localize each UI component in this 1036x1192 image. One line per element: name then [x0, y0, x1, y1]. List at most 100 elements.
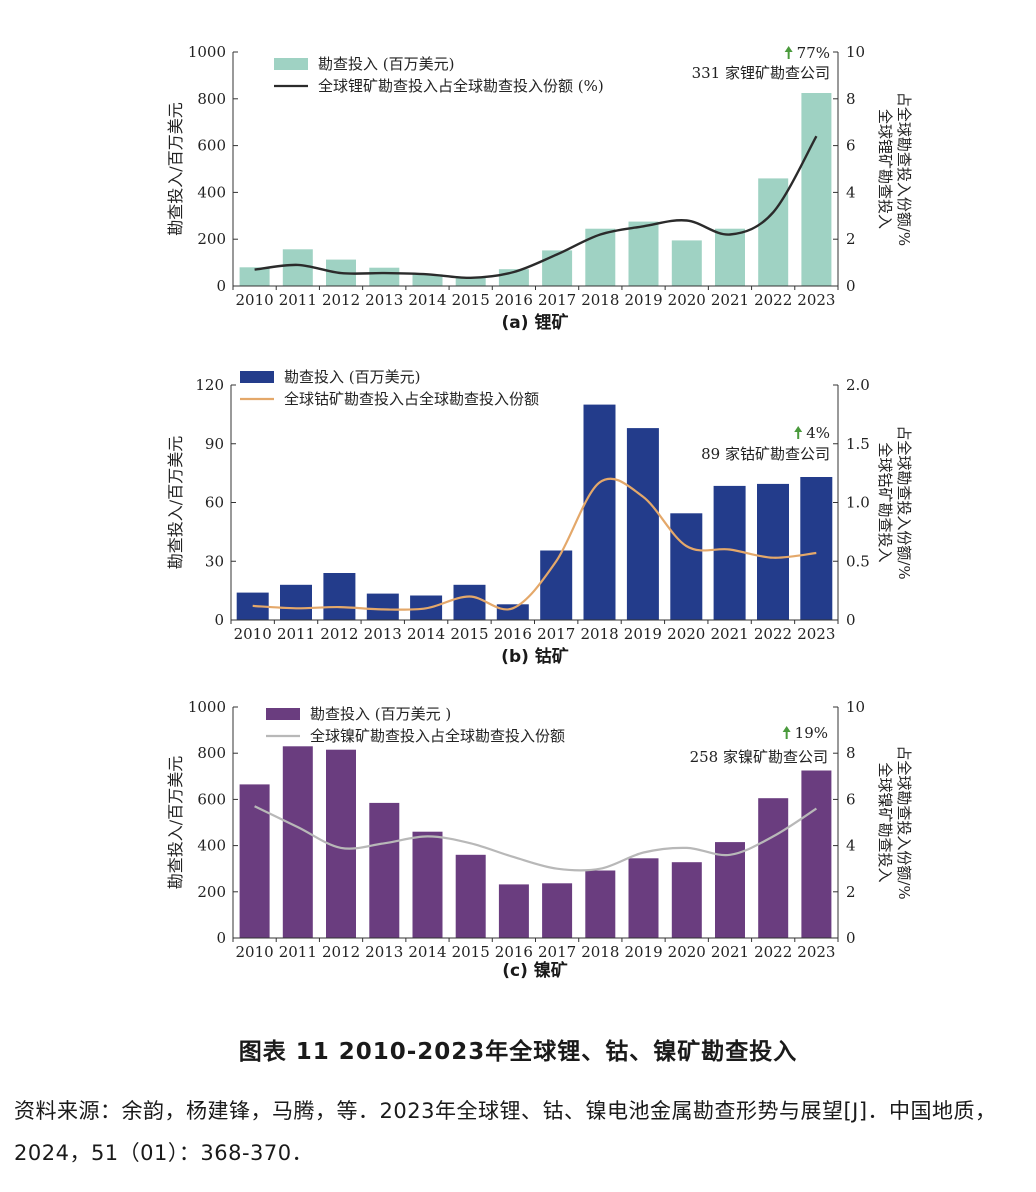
y-right-tick-label: 4 [846, 183, 856, 201]
growth-annotation: 19% 258 家镍矿勘查公司 [690, 724, 828, 766]
y-axis-right-title-line: 占全球勘查投入份额/% [895, 745, 913, 899]
x-tick-label: 2018 [581, 291, 619, 309]
growth-percent: 19% [795, 724, 828, 742]
x-tick-label: 2015 [450, 625, 488, 643]
bar-2018 [583, 404, 616, 620]
chart-panel-b: 0 30 60 90 120 0 0.5 1.0 1.5 2.0 2010 2011 2012 2013 2… [166, 368, 913, 667]
bar-2013 [369, 267, 400, 286]
bar-2011 [282, 746, 313, 938]
y-right-tick-label: 10 [846, 43, 865, 61]
legend-bar-label: 勘查投入 (百万美元 ) [310, 705, 451, 723]
x-tick-label: 2019 [624, 625, 662, 643]
company-count-label: 89 家钴矿勘查公司 [701, 445, 830, 463]
x-tick-label: 2016 [495, 943, 533, 961]
y-right-tick-label: 2.0 [846, 376, 870, 394]
y-left-tick-label: 30 [205, 552, 224, 570]
growth-annotation: 77% 331 家锂矿勘查公司 [692, 44, 830, 82]
x-tick-label: 2023 [797, 943, 835, 961]
growth-percent: 4% [806, 424, 830, 442]
x-tick-label: 2014 [407, 625, 445, 643]
x-tick-label: 2012 [322, 291, 360, 309]
y-left-tick-label: 1000 [188, 43, 226, 61]
legend-bar-swatch [240, 371, 274, 383]
y-right-tick-label: 6 [846, 790, 856, 808]
growth-percent: 77% [797, 44, 830, 62]
x-tick-label: 2021 [711, 625, 749, 643]
y-left-tick-label: 600 [197, 137, 226, 155]
x-tick-label: 2011 [279, 943, 317, 961]
x-tick-label: 2011 [279, 291, 317, 309]
company-count-label: 331 家锂矿勘查公司 [692, 64, 830, 82]
y-left-tick-label: 200 [197, 230, 226, 248]
y-left-tick-label: 60 [205, 494, 224, 512]
y-axis-left-title: 勘查投入/百万美元 [166, 436, 185, 569]
up-arrow-icon [794, 426, 803, 439]
y-right-tick-label: 0 [846, 611, 856, 629]
y-left-tick-label: 800 [197, 744, 226, 762]
x-tick-label: 2010 [236, 291, 274, 309]
x-tick-label: 2022 [754, 625, 792, 643]
bar-2017 [542, 883, 573, 938]
bar-2011 [280, 584, 312, 621]
legend-line-label: 全球锂矿勘查投入占全球勘查投入份额 (%) [318, 77, 604, 95]
bar-2021 [715, 228, 745, 286]
x-tick-label: 2016 [495, 291, 533, 309]
bar-2019 [628, 221, 659, 286]
bar-2015 [455, 277, 486, 286]
y-left-tick-label: 0 [216, 277, 226, 295]
legend-line-label: 全球钴矿勘查投入占全球勘查投入份额 [284, 390, 539, 408]
bar-2019 [626, 428, 659, 620]
y-right-tick-label: 0.5 [846, 552, 870, 570]
x-tick-label: 2017 [537, 625, 575, 643]
up-arrow-icon [784, 46, 793, 59]
growth-annotation: 4% 89 家钴矿勘查公司 [701, 424, 830, 463]
legend-bar-label: 勘查投入 (百万美元) [284, 368, 420, 386]
bar-2023 [801, 93, 832, 286]
y-axis-right-title-line: 全球镍矿勘查投入 [876, 762, 894, 882]
y-axis-right-title-line: 全球锂矿勘查投入 [876, 109, 894, 229]
x-tick-label: 2010 [234, 625, 272, 643]
legend-line-label: 全球镍矿勘查投入占全球勘查投入份额 [310, 727, 565, 745]
y-right-tick-label: 2 [846, 883, 856, 901]
x-tick-label: 2021 [711, 943, 749, 961]
x-tick-label: 2010 [236, 943, 274, 961]
y-left-tick-label: 90 [205, 435, 224, 453]
y-axis-right-title-line: 全球钴矿勘查投入 [876, 442, 894, 562]
y-left-tick-label: 0 [214, 611, 224, 629]
y-right-tick-label: 1.5 [846, 435, 870, 453]
figure-title: 图表 11 2010-2023年全球锂、钴、镍矿勘查投入 [238, 1039, 798, 1065]
chart-panel-a: 0 200 400 600 800 1000 0 2 4 6 8 10 2010 2011 2012 2013… [166, 43, 913, 333]
bar-2011 [282, 249, 313, 286]
y-axis-right-title-line: 占全球勘查投入份额/% [895, 425, 913, 579]
bar-2021 [713, 485, 746, 620]
x-tick-label: 2023 [797, 291, 835, 309]
x-tick-label: 2013 [365, 943, 403, 961]
bar-2022 [758, 178, 789, 286]
bar-2020 [670, 513, 703, 620]
bar-2018 [585, 228, 616, 286]
x-tick-label: 2022 [754, 943, 792, 961]
bar-2016 [496, 604, 529, 620]
x-tick-label: 2018 [580, 625, 618, 643]
chart-panel-c: 0 200 400 600 800 1000 0 2 4 6 8 10 2010 2011 2012 2013… [166, 698, 913, 981]
y-right-tick-label: 2 [846, 230, 856, 248]
bar-2019 [628, 858, 659, 938]
y-right-tick-label: 6 [846, 137, 856, 155]
source-citation: 资料来源：余韵，杨建锋，马腾，等．2023年全球锂、钴、镍电池金属勘查形势与展望… [14, 1099, 997, 1165]
bar-2015 [455, 854, 486, 938]
panel-caption: (a) 锂矿 [502, 312, 569, 333]
y-axis-left-title: 勘查投入/百万美元 [166, 756, 185, 889]
y-right-tick-label: 0 [846, 929, 856, 947]
x-tick-label: 2019 [624, 291, 662, 309]
x-tick-label: 2022 [754, 291, 792, 309]
share-line [254, 805, 818, 872]
bar-2013 [369, 802, 400, 938]
legend: 勘查投入 (百万美元) 全球锂矿勘查投入占全球勘查投入份额 (%) [274, 55, 604, 95]
y-axis-right-title-line: 占全球勘查投入份额/% [895, 92, 913, 246]
bar-2022 [758, 798, 789, 938]
x-tick-label: 2012 [322, 943, 360, 961]
y-right-tick-label: 8 [846, 744, 856, 762]
bar-2017 [542, 250, 573, 286]
legend: 勘查投入 (百万美元 ) 全球镍矿勘查投入占全球勘查投入份额 [266, 705, 565, 745]
